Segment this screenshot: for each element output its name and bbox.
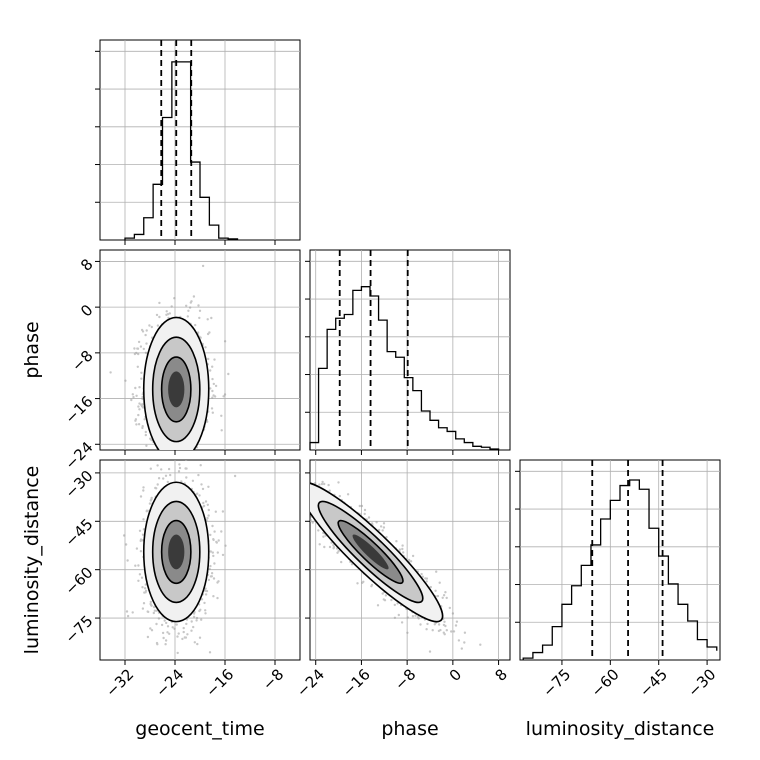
panel-content: [109, 264, 230, 450]
y-tick-label: −30: [61, 467, 96, 502]
density-contour: [168, 371, 185, 408]
x-tick-label: −32: [102, 665, 137, 700]
x-tick-label: 0: [446, 665, 465, 684]
y-tick-label: −24: [61, 438, 96, 473]
x-axis-label: geocent_time: [135, 718, 264, 740]
y-tick-label: −60: [61, 563, 96, 598]
y-tick-label: 8: [77, 255, 96, 274]
x-tick-label: 8: [491, 665, 510, 684]
y-axis-label: phase: [21, 321, 43, 378]
y-tick-label: 0: [77, 301, 96, 320]
density-contour: [352, 534, 389, 570]
panel-geocent_time-vs-phase: [95, 249, 301, 455]
x-tick-label: −24: [152, 665, 187, 700]
panel-frame: [99, 39, 301, 241]
x-axis-label: luminosity_distance: [526, 718, 715, 740]
density-contour: [168, 534, 185, 570]
x-tick-label: −8: [259, 665, 287, 693]
y-tick-label: −16: [61, 392, 96, 427]
y-tick-label: −75: [61, 612, 96, 647]
panel-phase-hist: [305, 249, 511, 455]
x-tick-label: −30: [684, 665, 719, 700]
panel-content: [122, 460, 237, 655]
x-tick-label: −45: [636, 665, 671, 700]
panel-luminosity_distance-hist: [515, 459, 721, 665]
panel-content: [310, 480, 482, 653]
y-axis-label: luminosity_distance: [21, 466, 43, 655]
x-tick-label: −16: [339, 665, 374, 700]
x-axis-label: phase: [381, 718, 438, 740]
panel-phase-vs-luminosity_distance: [305, 459, 511, 665]
x-tick-label: −60: [588, 665, 623, 700]
panel-geocent_time-hist: [95, 39, 301, 245]
x-tick-label: −75: [539, 665, 574, 700]
panel-geocent_time-vs-luminosity_distance: [95, 459, 301, 665]
panel-frame: [309, 249, 511, 451]
y-tick-label: −8: [68, 347, 96, 375]
x-tick-label: −24: [293, 665, 328, 700]
x-tick-label: −16: [202, 665, 237, 700]
x-tick-label: −8: [391, 665, 419, 693]
histogram-step: [522, 479, 718, 660]
y-tick-label: −45: [61, 515, 96, 550]
histogram-step: [124, 61, 239, 240]
histogram-step: [309, 286, 500, 450]
